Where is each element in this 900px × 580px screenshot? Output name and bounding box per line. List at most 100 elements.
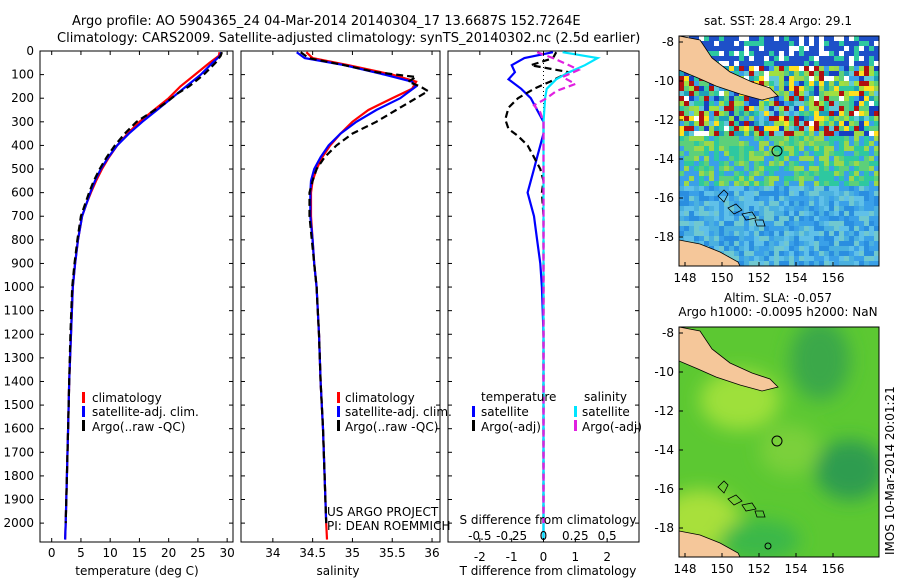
sst-cell xyxy=(774,101,779,106)
sst-cell xyxy=(724,116,729,121)
sst-cell xyxy=(874,36,879,41)
sst-cell xyxy=(689,201,694,206)
sst-cell xyxy=(834,51,839,56)
sst-cell xyxy=(764,236,769,241)
sst-cell xyxy=(744,241,749,246)
sst-cell xyxy=(844,246,849,251)
sst-cell xyxy=(709,46,714,51)
sst-cell xyxy=(719,196,724,201)
sst-cell xyxy=(784,196,789,201)
sst-cell xyxy=(869,221,874,226)
sst-cell xyxy=(819,226,824,231)
sst-cell xyxy=(754,101,759,106)
sst-cell xyxy=(809,141,814,146)
sst-cell xyxy=(844,111,849,116)
sst-cell xyxy=(799,201,804,206)
sst-cell xyxy=(679,231,684,236)
sst-cell xyxy=(819,116,824,121)
sst-cell xyxy=(739,176,744,181)
legend-label-satellite: satellite-adj. clim. xyxy=(345,405,452,419)
sst-cell xyxy=(684,146,689,151)
sst-cell xyxy=(799,176,804,181)
sst-cell xyxy=(834,71,839,76)
sst-cell xyxy=(699,171,704,176)
sst-cell xyxy=(869,241,874,246)
sst-cell xyxy=(869,186,874,191)
sst-cell xyxy=(854,211,859,216)
sst-cell xyxy=(849,41,854,46)
sst-cell xyxy=(724,166,729,171)
sst-cell xyxy=(874,246,879,251)
sst-cell xyxy=(719,96,724,101)
sst-cell xyxy=(859,141,864,146)
sst-cell xyxy=(719,136,724,141)
sst-cell xyxy=(804,226,809,231)
sst-cell xyxy=(779,101,784,106)
sst-cell xyxy=(739,246,744,251)
sst-cell xyxy=(784,231,789,236)
sst-cell xyxy=(779,226,784,231)
sst-cell xyxy=(814,231,819,236)
sst-cell xyxy=(834,86,839,91)
sst-cell xyxy=(724,111,729,116)
sst-cell xyxy=(774,191,779,196)
sst-cell xyxy=(864,116,869,121)
sst-cell xyxy=(819,196,824,201)
sst-cell xyxy=(724,156,729,161)
sst-cell xyxy=(759,256,764,261)
sst-cell xyxy=(799,141,804,146)
sst-cell xyxy=(749,256,754,261)
sst-cell xyxy=(754,256,759,261)
sst-cell xyxy=(704,166,709,171)
sst-cell xyxy=(719,61,724,66)
map-x-tick-label: 154 xyxy=(785,271,808,285)
sst-cell xyxy=(854,76,859,81)
sst-cell xyxy=(809,91,814,96)
sst-cell xyxy=(734,201,739,206)
sst-cell xyxy=(679,81,684,86)
map-x-tick-label: 154 xyxy=(785,562,808,576)
sst-cell xyxy=(709,171,714,176)
sst-cell xyxy=(684,216,689,221)
sst-cell xyxy=(854,71,859,76)
sst-cell xyxy=(684,101,689,106)
sst-cell xyxy=(734,131,739,136)
sst-cell xyxy=(749,126,754,131)
sst-cell xyxy=(729,46,734,51)
sst-cell xyxy=(759,196,764,201)
sst-cell xyxy=(729,176,734,181)
sst-cell xyxy=(804,136,809,141)
sst-cell xyxy=(704,121,709,126)
sst-cell xyxy=(824,216,829,221)
map-x-tick-label: 156 xyxy=(822,562,845,576)
sst-cell xyxy=(789,151,794,156)
sst-cell xyxy=(804,161,809,166)
sst-cell xyxy=(699,231,704,236)
sst-cell xyxy=(819,161,824,166)
sst-cell xyxy=(774,246,779,251)
sst-cell xyxy=(684,226,689,231)
sst-cell xyxy=(849,81,854,86)
sst-cell xyxy=(799,256,804,261)
sst-cell xyxy=(744,111,749,116)
sst-cell xyxy=(759,41,764,46)
pi-note: PI: DEAN ROEMMICH xyxy=(327,519,450,533)
header-line1: Argo profile: AO 5904365_24 04-Mar-2014 … xyxy=(72,14,581,29)
sst-cell xyxy=(774,106,779,111)
sst-cell xyxy=(784,151,789,156)
sst-cell xyxy=(779,121,784,126)
sst-cell xyxy=(819,36,824,41)
sst-cell xyxy=(819,211,824,216)
sst-cell xyxy=(834,81,839,86)
sst-cell xyxy=(854,221,859,226)
sst-cell xyxy=(804,101,809,106)
sst-cell xyxy=(874,141,879,146)
sst-cell xyxy=(784,61,789,66)
sst-cell xyxy=(679,236,684,241)
sst-cell xyxy=(729,251,734,256)
sst-cell xyxy=(729,241,734,246)
sst-cell xyxy=(789,121,794,126)
sst-cell xyxy=(729,211,734,216)
sst-cell xyxy=(854,246,859,251)
sst-cell xyxy=(864,181,869,186)
